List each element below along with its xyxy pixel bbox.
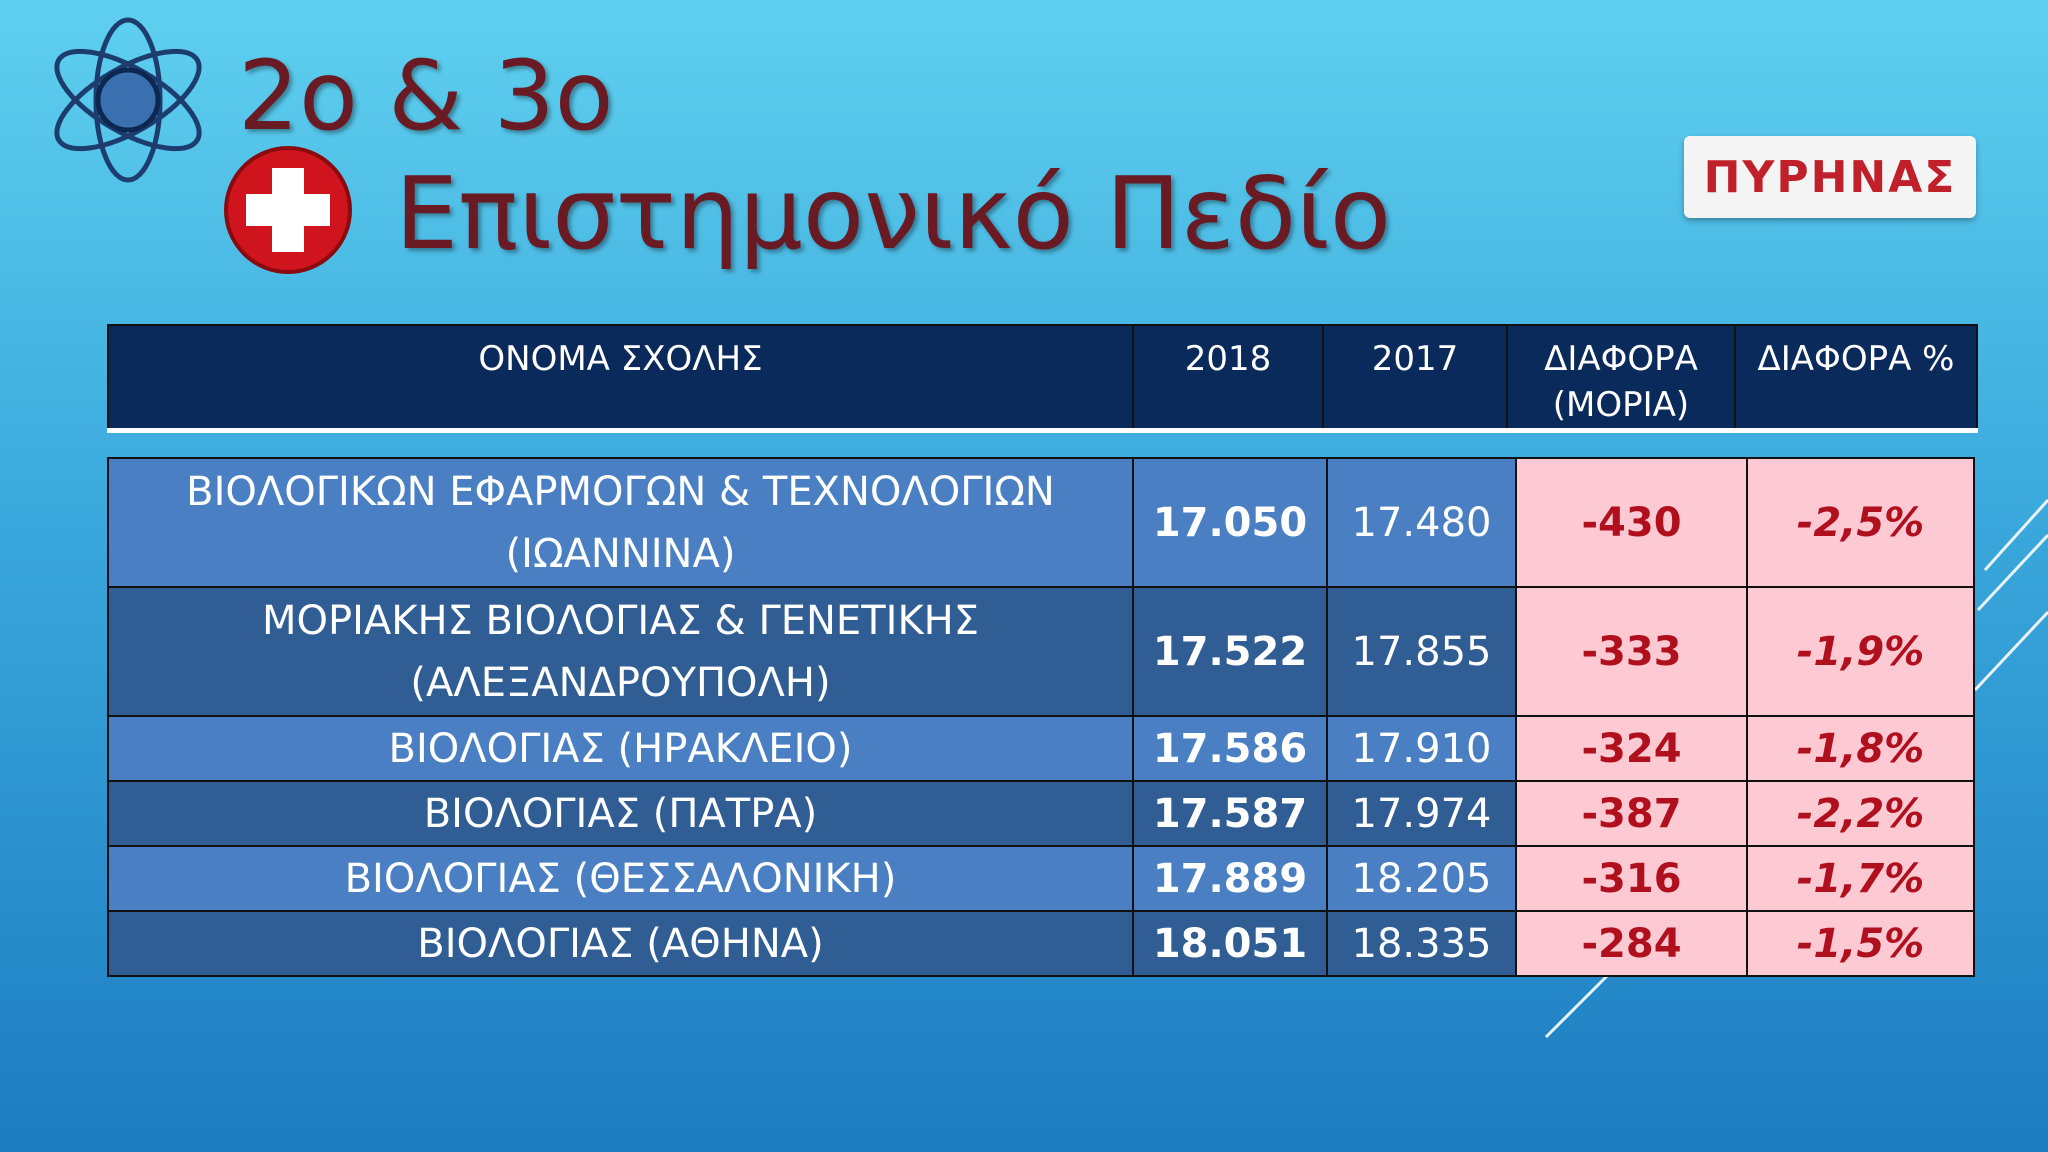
diff-percent: -2,5%: [1746, 457, 1975, 588]
diff-percent: -1,7%: [1746, 845, 1975, 912]
atom-icon: [54, 17, 202, 183]
school-name: ΜΟΡΙΑΚΗΣ ΒΙΟΛΟΓΙΑΣ & ΓΕΝΕΤΙΚΗΣ (ΑΛΕΞΑΝΔΡ…: [107, 586, 1134, 717]
table-row: ΒΙΟΛΟΓΙΑΣ (ΗΡΑΚΛΕΙΟ) 17.586 17.910 -324 -1,8…: [107, 715, 1975, 782]
column-header: ΔΙΑΦΟΡΑ (ΜΟΡΙΑ): [1506, 324, 1736, 432]
cross-icon: [224, 146, 352, 274]
diff-points: -430: [1515, 457, 1748, 588]
diff-points: -387: [1515, 780, 1748, 847]
table-row: ΒΙΟΛΟΓΙΑΣ (ΠΑΤΡΑ) 17.587 17.974 -387 -2,2%: [107, 780, 1975, 847]
school-name: ΒΙΟΛΟΓΙΑΣ (ΑΘΗΝΑ): [107, 910, 1134, 977]
diff-percent: -1,8%: [1746, 715, 1975, 782]
score-2018: 17.522: [1132, 586, 1328, 717]
corner-lines: [1544, 498, 2048, 1039]
score-2018: 17.587: [1132, 780, 1328, 847]
score-2017: 17.855: [1326, 586, 1517, 717]
score-2018: 17.050: [1132, 457, 1328, 588]
table-row: ΒΙΟΛΟΓΙΑΣ (ΑΘΗΝΑ) 18.051 18.335 -284 -1,5%: [107, 910, 1975, 977]
score-2017: 17.974: [1326, 780, 1517, 847]
diff-points: -333: [1515, 586, 1748, 717]
header-table: ΟΝΟΜΑ ΣΧΟΛΗΣ 2018 2017 ΔΙΑΦΟΡΑ (ΜΟΡΙΑ) ΔΙΑΦΟ…: [107, 324, 1978, 433]
data-table: ΒΙΟΛΟΓΙΚΩΝ ΕΦΑΡΜΟΓΩΝ & ΤΕΧΝΟΛΟΓΙΩΝ (ΙΩΑΝ…: [107, 457, 1975, 977]
title-line-2: Επιστημονικό Πεδίο: [395, 155, 1392, 272]
diff-percent: -2,2%: [1746, 780, 1975, 847]
score-2018: 17.889: [1132, 845, 1328, 912]
score-2017: 17.480: [1326, 457, 1517, 588]
title-line-1: 2ο & 3ο: [238, 40, 614, 152]
diff-percent: -1,9%: [1746, 586, 1975, 717]
table-row: ΒΙΟΛΟΓΙΚΩΝ ΕΦΑΡΜΟΓΩΝ & ΤΕΧΝΟΛΟΓΙΩΝ (ΙΩΑΝ…: [107, 457, 1975, 588]
school-name: ΒΙΟΛΟΓΙΚΩΝ ΕΦΑΡΜΟΓΩΝ & ΤΕΧΝΟΛΟΓΙΩΝ (ΙΩΑΝ…: [107, 457, 1134, 588]
diff-points: -316: [1515, 845, 1748, 912]
column-header: ΟΝΟΜΑ ΣΧΟΛΗΣ: [107, 324, 1134, 432]
school-name: ΒΙΟΛΟΓΙΑΣ (ΗΡΑΚΛΕΙΟ): [107, 715, 1134, 782]
diff-points: -324: [1515, 715, 1748, 782]
column-header: ΔΙΑΦΟΡΑ %: [1734, 324, 1978, 432]
score-2017: 18.335: [1326, 910, 1517, 977]
table-row: ΜΟΡΙΑΚΗΣ ΒΙΟΛΟΓΙΑΣ & ΓΕΝΕΤΙΚΗΣ (ΑΛΕΞΑΝΔΡ…: [107, 586, 1975, 717]
school-name: ΒΙΟΛΟΓΙΑΣ (ΠΑΤΡΑ): [107, 780, 1134, 847]
header-row: ΟΝΟΜΑ ΣΧΟΛΗΣ 2018 2017 ΔΙΑΦΟΡΑ (ΜΟΡΙΑ) ΔΙΑΦΟ…: [107, 324, 1978, 432]
school-name: ΒΙΟΛΟΓΙΑΣ (ΘΕΣΣΑΛΟΝΙΚΗ): [107, 845, 1134, 912]
score-2017: 17.910: [1326, 715, 1517, 782]
diff-percent: -1,5%: [1746, 910, 1975, 977]
score-2018: 18.051: [1132, 910, 1328, 977]
diff-points: -284: [1515, 910, 1748, 977]
score-2017: 18.205: [1326, 845, 1517, 912]
column-header: 2017: [1322, 324, 1508, 432]
column-header: 2018: [1132, 324, 1324, 432]
table-row: ΒΙΟΛΟΓΙΑΣ (ΘΕΣΣΑΛΟΝΙΚΗ) 17.889 18.205 -316-…: [107, 845, 1975, 912]
score-2018: 17.586: [1132, 715, 1328, 782]
logo: ΠΥΡΗΝΑΣ: [1684, 136, 1976, 218]
